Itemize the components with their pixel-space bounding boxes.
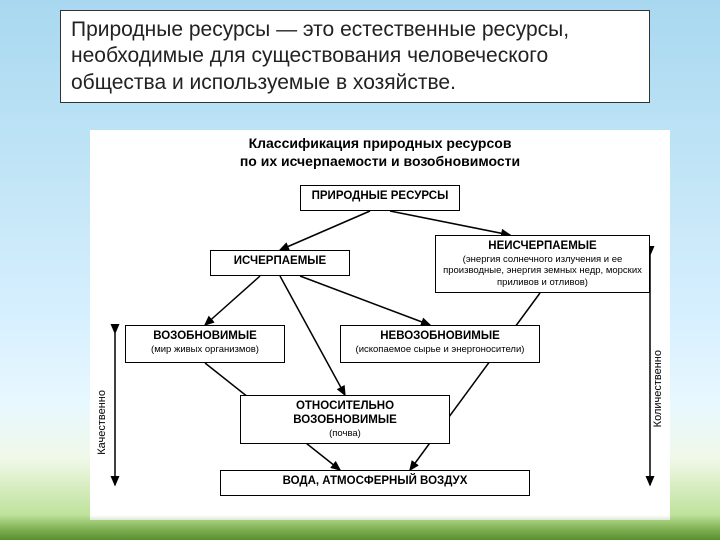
node-renew-sub: (мир живых организмов) xyxy=(132,344,278,355)
definition-text: Природные ресурсы — это естественные рес… xyxy=(71,18,569,94)
node-root-main: ПРИРОДНЫЕ РЕСУРСЫ xyxy=(307,190,453,204)
node-inexhaustible: НЕИСЧЕРПАЕМЫЕ (энергия солнечного излуче… xyxy=(435,235,650,293)
node-relatively-renewable: ОТНОСИТЕЛЬНО ВОЗОБНОВИМЫЕ (почва) xyxy=(240,395,450,444)
node-root: ПРИРОДНЫЕ РЕСУРСЫ xyxy=(300,185,460,211)
node-nonrenewable: НЕВОЗОБНОВИМЫЕ (ископаемое сырье и энерг… xyxy=(340,325,540,363)
definition-box: Природные ресурсы — это естественные рес… xyxy=(60,10,650,103)
node-relrenew-main: ОТНОСИТЕЛЬНО ВОЗОБНОВИМЫЕ xyxy=(247,400,443,428)
node-waterair-main: ВОДА, АТМОСФЕРНЫЙ ВОЗДУХ xyxy=(227,475,523,489)
side-label-left: Качественно xyxy=(96,390,108,455)
node-inexh-sub: (энергия солнечного излучения и ее произ… xyxy=(442,254,643,288)
node-renewable: ВОЗОБНОВИМЫЕ (мир живых организмов) xyxy=(125,325,285,363)
node-nonrenew-sub: (ископаемое сырье и энергоносители) xyxy=(347,344,533,355)
node-renew-main: ВОЗОБНОВИМЫЕ xyxy=(132,330,278,344)
grass-decoration xyxy=(0,515,720,540)
node-exh-main: ИСЧЕРПАЕМЫЕ xyxy=(217,255,343,269)
node-nonrenew-main: НЕВОЗОБНОВИМЫЕ xyxy=(347,330,533,344)
diagram-title: Классификация природных ресурсов по их и… xyxy=(90,130,670,170)
node-water-air: ВОДА, АТМОСФЕРНЫЙ ВОЗДУХ xyxy=(220,470,530,496)
side-label-right: Количественно xyxy=(652,350,664,427)
node-relrenew-sub: (почва) xyxy=(247,428,443,439)
node-inexh-main: НЕИСЧЕРПАЕМЫЕ xyxy=(442,240,643,254)
title-line1: Классификация природных ресурсов xyxy=(249,135,512,151)
diagram-panel: Классификация природных ресурсов по их и… xyxy=(90,130,670,520)
node-exhaustible: ИСЧЕРПАЕМЫЕ xyxy=(210,250,350,276)
title-line2: по их исчерпаемости и возобновимости xyxy=(240,153,520,169)
